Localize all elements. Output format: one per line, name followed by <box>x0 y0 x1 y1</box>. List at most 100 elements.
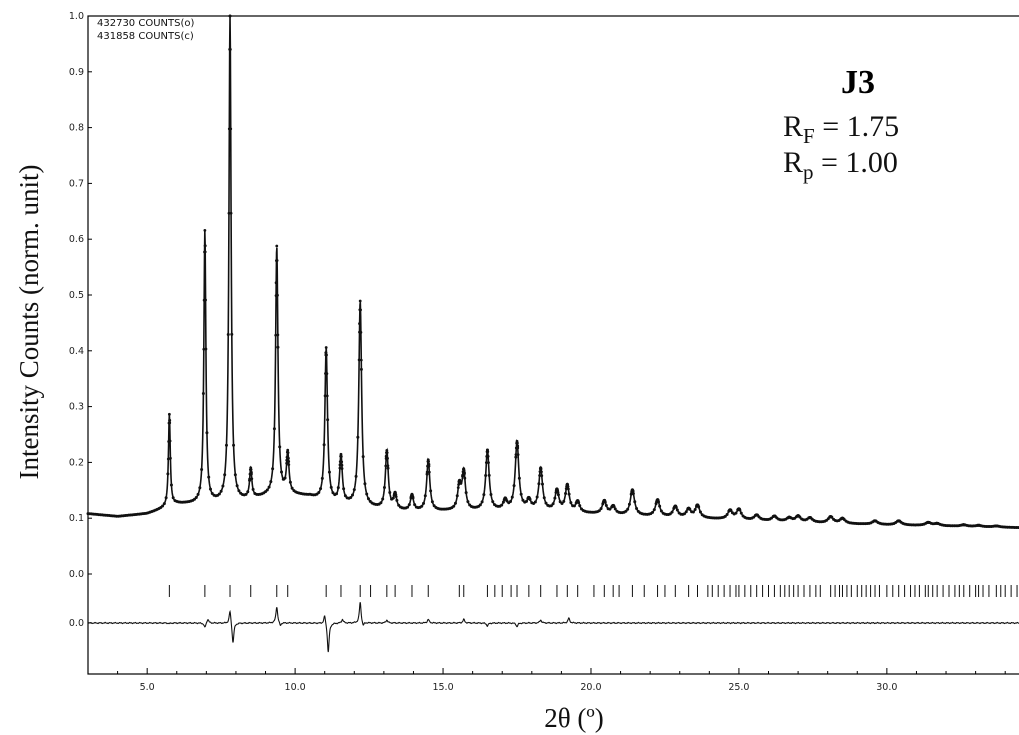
observed-point <box>250 472 253 476</box>
observed-point <box>429 489 433 493</box>
observed-point <box>395 498 399 502</box>
observed-point <box>788 516 792 519</box>
observed-point <box>657 500 661 504</box>
y-axis-title: Intensity Counts (norm. unit) <box>14 165 44 480</box>
observed-point <box>723 514 727 518</box>
observed-point <box>235 484 239 488</box>
observed-point <box>336 486 340 490</box>
observed-point <box>226 332 230 336</box>
observed-point <box>487 473 491 477</box>
observed-point <box>603 500 607 504</box>
diffraction-pattern <box>86 14 1019 530</box>
observed-point <box>874 519 878 523</box>
observed-point <box>381 497 385 501</box>
observed-point <box>356 435 360 439</box>
observed-point <box>599 507 603 511</box>
observed-point <box>652 508 656 512</box>
observed-point <box>482 493 486 497</box>
observed-point <box>464 491 468 495</box>
x-tick-label: 10.0 <box>285 682 306 693</box>
observed-point <box>219 489 223 493</box>
observed-point <box>626 507 630 511</box>
observed-point <box>688 507 692 511</box>
observed-point <box>228 48 232 51</box>
observed-point <box>455 494 459 498</box>
observed-point <box>287 456 290 460</box>
observed-point <box>287 463 291 467</box>
observed-point <box>276 345 280 349</box>
observed-point <box>327 470 331 474</box>
observed-point <box>323 394 327 398</box>
observed-point <box>458 480 462 484</box>
rp-subscript: p <box>803 160 814 184</box>
observed-point <box>524 499 528 503</box>
observed-point <box>271 467 275 471</box>
calculated-profile-line <box>87 15 1019 529</box>
observed-point <box>322 443 326 447</box>
observed-point <box>551 502 555 506</box>
observed-point <box>842 517 845 521</box>
observed-point <box>354 474 358 478</box>
observed-point <box>512 484 516 488</box>
observed-point <box>697 505 700 509</box>
observed-point <box>407 503 411 507</box>
observed-point <box>691 510 695 514</box>
observed-point <box>224 443 228 447</box>
observed-point <box>285 461 289 465</box>
observed-point <box>486 454 490 458</box>
x-tick-label: 20.0 <box>580 682 601 693</box>
observed-point <box>556 493 560 497</box>
observed-point <box>267 485 271 489</box>
y-tick-label: 0.5 <box>69 290 84 301</box>
observed-point <box>269 480 273 484</box>
observed-point <box>272 427 276 431</box>
observed-point <box>276 333 280 337</box>
rp-main: R <box>783 146 803 179</box>
observed-point <box>325 372 329 375</box>
y-tick-label: 0.6 <box>69 234 84 245</box>
observed-point <box>196 492 200 496</box>
observed-point <box>340 463 344 467</box>
observed-point <box>275 259 279 262</box>
observed-point <box>535 495 539 499</box>
observed-point <box>194 496 198 500</box>
observed-point <box>542 496 546 500</box>
observed-point <box>566 487 570 491</box>
observed-point <box>566 485 570 489</box>
observed-point <box>569 501 573 505</box>
observed-point <box>560 501 564 505</box>
observed-point <box>343 494 347 498</box>
observed-point <box>466 500 470 504</box>
observed-point <box>549 504 553 508</box>
observed-point <box>544 501 548 505</box>
observed-point <box>452 504 456 508</box>
observed-point <box>774 515 777 518</box>
observed-point <box>425 472 429 476</box>
reflection-markers <box>168 585 1018 597</box>
observed-point <box>514 453 518 457</box>
observed-point <box>201 392 205 396</box>
y-tick-label: 0.9 <box>69 67 84 78</box>
observed-point <box>484 461 488 465</box>
observed-point <box>223 473 227 477</box>
observed-point <box>358 299 362 303</box>
observed-point <box>384 464 388 468</box>
observed-point <box>280 470 283 474</box>
observed-point <box>384 454 388 458</box>
observed-point <box>519 492 523 496</box>
observed-point <box>217 492 221 496</box>
observed-point <box>651 510 655 514</box>
observed-point <box>739 511 743 515</box>
observed-point <box>200 468 204 472</box>
observed-point <box>540 470 543 474</box>
observed-point <box>363 482 367 486</box>
y-tick-label: 0.7 <box>69 178 84 189</box>
observed-point <box>423 494 427 498</box>
observed-point <box>340 467 344 470</box>
observed-point <box>562 499 566 503</box>
observed-point <box>457 483 461 486</box>
observed-point <box>204 298 207 302</box>
observed-point <box>533 500 537 504</box>
rp-label: Rp = 1.00 <box>783 146 898 184</box>
y-tick-label: 0.4 <box>69 346 84 357</box>
